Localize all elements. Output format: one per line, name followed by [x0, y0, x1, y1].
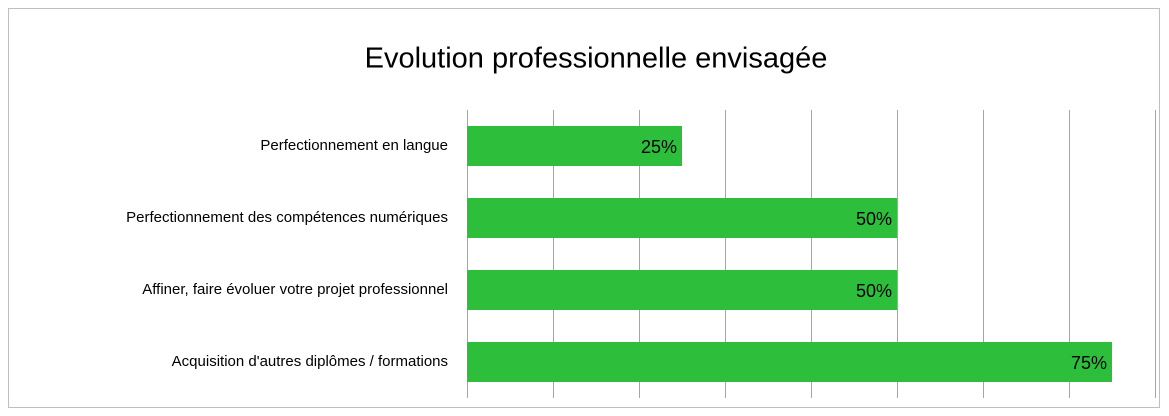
chart-title: Evolution professionnelle envisagée — [365, 43, 828, 75]
bar — [467, 198, 897, 238]
data-label: 25% — [641, 137, 677, 157]
data-label: 75% — [1071, 353, 1107, 373]
bar — [467, 342, 1112, 382]
y-tick-label: Perfectionnement des compétences numériq… — [126, 209, 448, 226]
data-label: 50% — [856, 281, 892, 301]
bar — [467, 126, 682, 166]
data-label: 50% — [856, 209, 892, 229]
bar — [467, 270, 897, 310]
y-tick-label: Affiner, faire évoluer votre projet prof… — [142, 281, 448, 298]
y-tick-label: Acquisition d'autres diplômes / formatio… — [172, 353, 448, 370]
y-tick-label: Perfectionnement en langue — [260, 137, 448, 154]
